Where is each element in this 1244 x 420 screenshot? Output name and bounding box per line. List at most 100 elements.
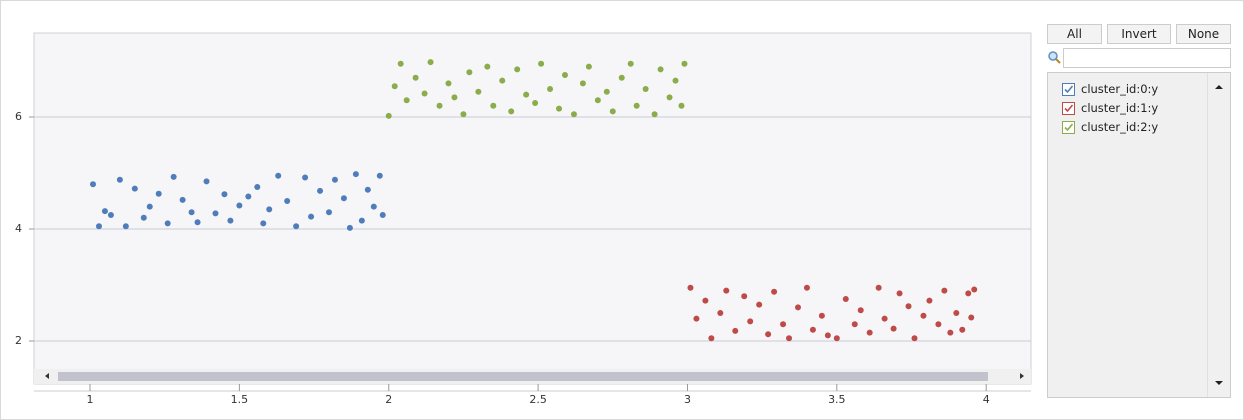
- point: [657, 66, 664, 73]
- point: [579, 80, 586, 87]
- point: [379, 212, 386, 218]
- point: [732, 327, 739, 334]
- check: [1064, 84, 1074, 93]
- legend-label: cluster_id:1:y: [1081, 101, 1159, 115]
- point: [618, 74, 625, 81]
- point: [875, 284, 882, 291]
- point: [95, 223, 102, 230]
- checkbox[interactable]: [1062, 120, 1075, 134]
- checkbox[interactable]: [1062, 82, 1075, 96]
- invert-button[interactable]: Invert: [1107, 24, 1171, 44]
- point: [642, 86, 649, 92]
- point: [352, 171, 359, 178]
- point: [585, 63, 592, 70]
- all-button[interactable]: All: [1047, 24, 1102, 44]
- point: [116, 176, 123, 183]
- point: [953, 310, 960, 316]
- point: [155, 190, 162, 197]
- v-scrollbar[interactable]: [1207, 73, 1230, 397]
- point: [325, 209, 332, 216]
- point: [651, 111, 658, 118]
- point: [809, 326, 816, 333]
- point: [484, 63, 491, 70]
- point: [245, 193, 252, 200]
- point: [284, 198, 291, 204]
- point: [702, 297, 709, 304]
- point: [358, 217, 365, 224]
- point: [842, 296, 849, 302]
- point: [436, 102, 443, 109]
- y-tick-label: 2: [15, 334, 22, 347]
- point: [603, 88, 610, 95]
- legend-item[interactable]: cluster_id:2:y: [1062, 120, 1158, 134]
- point: [968, 314, 975, 321]
- point: [532, 100, 539, 106]
- point: [385, 112, 392, 119]
- point: [756, 301, 763, 308]
- point: [370, 203, 377, 210]
- point: [122, 223, 129, 230]
- point: [672, 77, 679, 84]
- check: [1064, 103, 1074, 112]
- point: [221, 191, 228, 198]
- point: [609, 108, 616, 115]
- search-box[interactable]: [1063, 48, 1231, 68]
- point: [293, 223, 300, 230]
- point: [508, 108, 515, 115]
- point: [561, 72, 568, 78]
- plot-area: [33, 32, 1032, 385]
- point: [445, 80, 452, 87]
- point: [905, 303, 912, 310]
- point: [824, 332, 831, 339]
- point: [523, 91, 530, 98]
- point: [212, 210, 219, 217]
- point: [666, 94, 673, 101]
- point: [340, 195, 347, 202]
- checkbox[interactable]: [1062, 101, 1075, 115]
- point: [317, 187, 324, 194]
- point: [911, 335, 918, 342]
- point: [514, 66, 521, 73]
- point: [896, 290, 903, 297]
- search-icon: [1048, 51, 1061, 64]
- point: [708, 335, 715, 342]
- point: [376, 172, 383, 179]
- point: [765, 331, 772, 338]
- point: [266, 206, 273, 213]
- point: [570, 111, 577, 118]
- point: [851, 321, 858, 328]
- point: [935, 321, 942, 328]
- legend-item[interactable]: cluster_id:0:y: [1062, 82, 1158, 96]
- scroll-thumb[interactable]: [58, 372, 988, 381]
- point: [723, 287, 730, 294]
- point: [747, 318, 754, 325]
- x-tick-label: 3: [684, 393, 691, 406]
- point: [146, 203, 153, 210]
- point: [403, 97, 410, 104]
- point: [833, 335, 840, 342]
- point: [421, 90, 428, 97]
- point: [397, 60, 404, 67]
- point: [170, 173, 177, 180]
- series: [385, 59, 688, 119]
- none-button[interactable]: None: [1176, 24, 1231, 44]
- y-tick-label: 6: [15, 110, 22, 123]
- point: [364, 186, 371, 193]
- x-tick-label: 1.5: [231, 393, 249, 406]
- point: [681, 60, 688, 67]
- series: [687, 284, 978, 342]
- legend-item[interactable]: cluster_id:1:y: [1062, 101, 1158, 115]
- point: [236, 202, 243, 209]
- point: [499, 77, 506, 84]
- x-tick-label: 1: [87, 393, 94, 406]
- point: [741, 293, 748, 300]
- point: [687, 284, 694, 291]
- point: [786, 335, 793, 342]
- point: [260, 220, 267, 227]
- point: [866, 329, 873, 336]
- point: [926, 297, 933, 304]
- point: [451, 94, 458, 101]
- point: [302, 174, 309, 181]
- point: [920, 312, 927, 319]
